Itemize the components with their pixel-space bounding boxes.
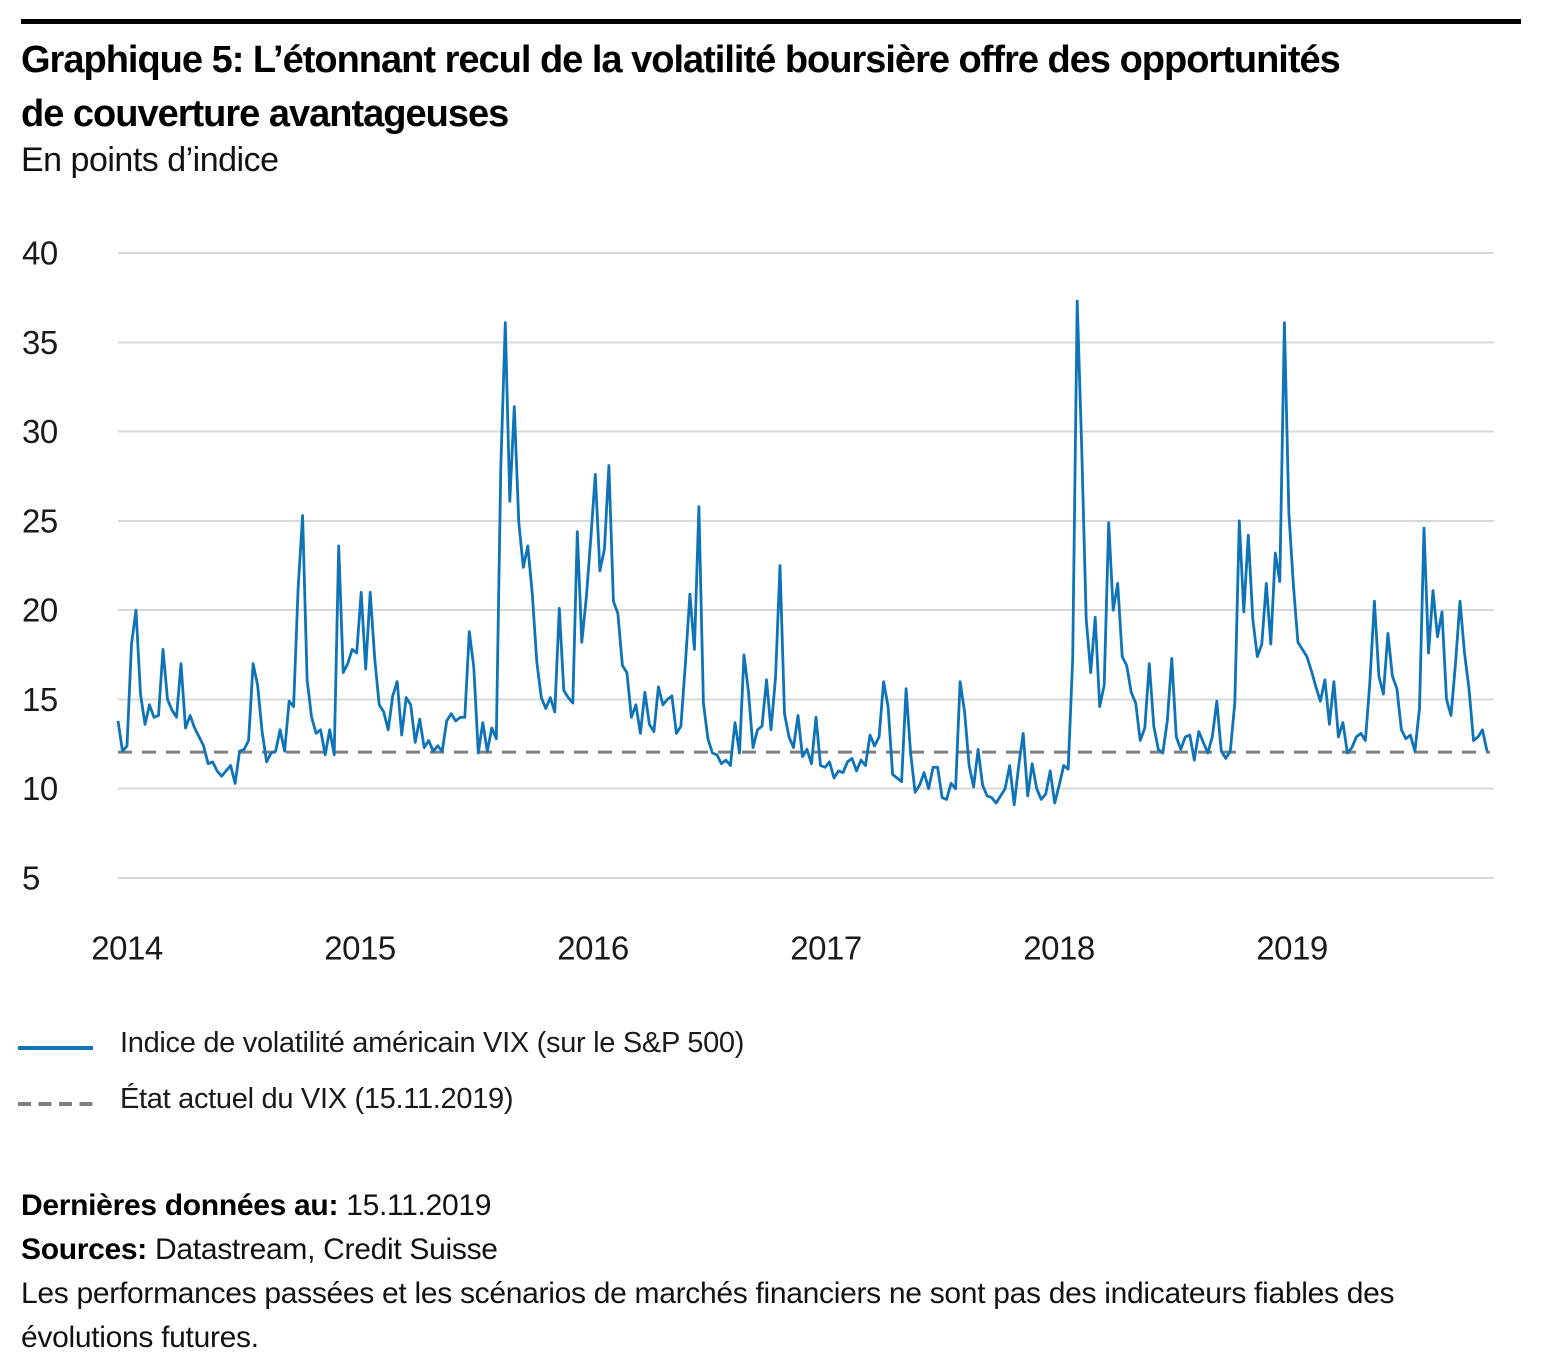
sources-label: Sources:	[21, 1233, 147, 1266]
y-axis-label-5: 5	[22, 860, 40, 897]
y-axis-label-30: 30	[22, 413, 58, 450]
chart-legend: Indice de volatilité américain VIX (sur …	[18, 1022, 1218, 1134]
y-axis-label-40: 40	[22, 235, 58, 272]
top-rule-divider	[21, 19, 1521, 24]
last-data-label: Dernières données au:	[21, 1189, 339, 1222]
legend-label-vix: Indice de volatilité américain VIX (sur …	[120, 1026, 745, 1059]
disclaimer-text: Les performances passées et les scénario…	[21, 1277, 1395, 1354]
chart-title-line1: Graphique 5: L’étonnant recul de la vola…	[21, 39, 1341, 81]
x-axis-label-2016: 2016	[557, 930, 628, 967]
y-axis-label-20: 20	[22, 592, 58, 629]
chart-footer: Dernières données au: 15.11.2019 Sources…	[21, 1184, 1526, 1360]
y-axis-label-25: 25	[22, 502, 58, 539]
sources-value: Datastream, Credit Suisse	[155, 1233, 498, 1266]
y-axis-label-10: 10	[22, 770, 58, 807]
sources-line: Sources: Datastream, Credit Suisse	[21, 1228, 1526, 1272]
vix-series-line	[116, 299, 1489, 807]
chart-title: Graphique 5: L’étonnant recul de la vola…	[21, 33, 1536, 141]
y-axis-label-35: 35	[22, 324, 58, 361]
x-axis-label-2019: 2019	[1256, 930, 1327, 967]
chart-title-line2: de couverture avantageuses	[21, 93, 509, 135]
x-axis-label-2017: 2017	[790, 930, 861, 967]
legend-item-vix: Indice de volatilité américain VIX (sur …	[18, 1022, 1218, 1064]
last-data-line: Dernières données au: 15.11.2019	[21, 1184, 1526, 1228]
x-axis-label-2015: 2015	[324, 930, 395, 967]
vix-line-swatch-icon	[18, 1039, 93, 1050]
x-axis-label-2018: 2018	[1023, 930, 1094, 967]
current-vix-dashed-swatch-icon	[18, 1095, 93, 1106]
y-axis-label-15: 15	[22, 681, 58, 718]
last-data-value: 15.11.2019	[346, 1189, 492, 1222]
chart-subtitle: En points d’indice	[21, 141, 279, 179]
legend-item-current-vix: État actuel du VIX (15.11.2019)	[18, 1078, 1218, 1120]
x-axis-label-2014: 2014	[91, 930, 163, 967]
legend-label-current-vix: État actuel du VIX (15.11.2019)	[120, 1082, 514, 1115]
